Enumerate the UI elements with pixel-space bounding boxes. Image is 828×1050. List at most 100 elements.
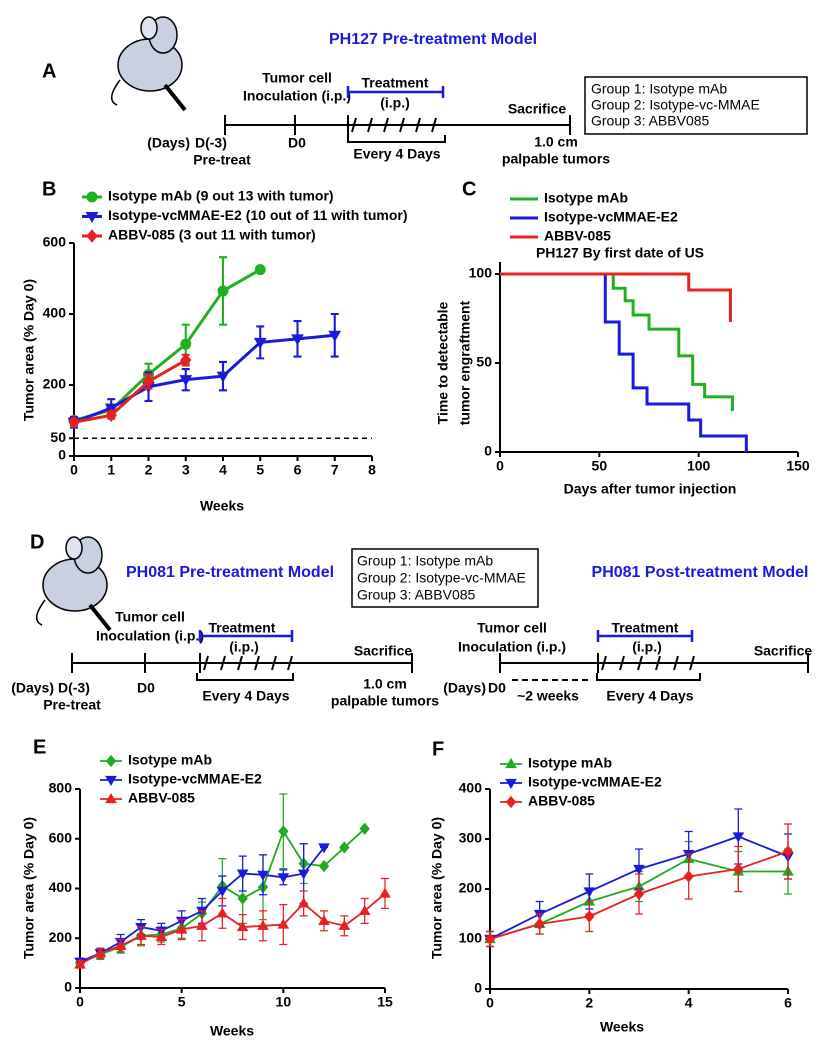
marker bbox=[253, 337, 267, 349]
x-tick-label: 5 bbox=[178, 994, 186, 1010]
series-line bbox=[500, 272, 734, 412]
marker bbox=[216, 371, 230, 383]
marker bbox=[633, 887, 645, 901]
x-tick-label: 4 bbox=[685, 995, 693, 1011]
marker bbox=[105, 754, 117, 768]
marker bbox=[216, 907, 229, 918]
marker bbox=[782, 845, 794, 858]
x-tick-label: 150 bbox=[786, 458, 810, 474]
legend-label: Isotype mAb (9 out 13 with tumor) bbox=[108, 188, 334, 204]
x-axis-label: Weeks bbox=[200, 498, 244, 514]
legend-label: Isotype-vcMMAE-E2 bbox=[128, 771, 262, 787]
marker bbox=[135, 929, 147, 940]
label: D0 bbox=[488, 680, 506, 696]
y-tick-label: 0 bbox=[58, 447, 66, 463]
y-tick-label: 50 bbox=[476, 354, 492, 370]
marker bbox=[85, 212, 99, 223]
label: Inoculation (i.p.) bbox=[96, 628, 204, 644]
label: Sacrifice bbox=[754, 643, 813, 659]
y-axis-label: Tumor area (% Day 0) bbox=[21, 817, 37, 959]
x-tick-label: 2 bbox=[145, 462, 153, 478]
series-line bbox=[73, 333, 335, 424]
x-tick-label: 0 bbox=[496, 458, 504, 474]
marker bbox=[105, 775, 117, 786]
label: Treatment bbox=[209, 620, 276, 636]
marker bbox=[584, 910, 595, 923]
label: Every 4 Days bbox=[202, 688, 289, 704]
marker bbox=[358, 904, 371, 915]
marker bbox=[733, 862, 744, 876]
marker bbox=[180, 353, 192, 367]
label: (i.p.) bbox=[632, 639, 662, 655]
x-tick-label: 10 bbox=[276, 994, 292, 1010]
marker bbox=[179, 375, 193, 387]
marker bbox=[297, 897, 310, 908]
x-tick-label: 50 bbox=[592, 458, 608, 474]
group-label: Group 2: Isotype-vc-MMAE bbox=[357, 570, 526, 586]
marker bbox=[257, 919, 269, 930]
mouse-icon bbox=[36, 536, 112, 632]
panel-label: D bbox=[30, 531, 44, 553]
treatment-bar bbox=[198, 630, 294, 642]
diagram-title: PH081 Pre-treatment Model bbox=[126, 564, 334, 581]
marker bbox=[505, 778, 517, 789]
label: (Days) bbox=[11, 680, 54, 696]
x-tick-label: 2 bbox=[585, 995, 593, 1011]
marker bbox=[277, 918, 290, 929]
marker bbox=[142, 374, 155, 389]
legend-label: ABBV-085 (3 out 11 with tumor) bbox=[108, 227, 316, 243]
series-line bbox=[500, 272, 732, 323]
x-tick-label: 0 bbox=[76, 994, 84, 1010]
y-tick-label: 400 bbox=[43, 305, 67, 321]
x-tick-label: 6 bbox=[294, 462, 302, 478]
legend-label: ABBV-085 bbox=[128, 790, 195, 806]
marker bbox=[328, 330, 342, 342]
marker bbox=[534, 917, 545, 931]
marker bbox=[505, 758, 517, 769]
y-tick-label: 200 bbox=[49, 929, 73, 945]
diagram-title: PH127 Pre-treatment Model bbox=[329, 31, 537, 48]
x-tick-label: 5 bbox=[256, 462, 264, 478]
marker bbox=[236, 921, 249, 932]
legend-label: ABBV-085 bbox=[528, 793, 595, 809]
treatment-bar bbox=[596, 630, 694, 642]
label: ~2 weeks bbox=[517, 688, 579, 704]
marker bbox=[484, 932, 496, 946]
y-tick-label: 400 bbox=[459, 780, 483, 796]
group-label: Group 1: Isotype mAb bbox=[357, 553, 493, 569]
group-label: Group 1: Isotype mAb bbox=[591, 81, 727, 97]
label: (Days) bbox=[147, 135, 190, 151]
marker bbox=[379, 887, 391, 898]
label: (Days) bbox=[443, 680, 486, 696]
marker bbox=[74, 958, 86, 969]
marker bbox=[318, 914, 330, 925]
marker bbox=[318, 859, 330, 873]
x-tick-label: 8 bbox=[368, 462, 376, 478]
marker bbox=[217, 285, 229, 297]
y-tick-label: 50 bbox=[50, 429, 66, 445]
y-tick-label: 200 bbox=[43, 376, 67, 392]
series-line bbox=[500, 272, 748, 452]
marker bbox=[68, 415, 80, 430]
label: Tumor cell bbox=[477, 620, 547, 636]
marker bbox=[338, 919, 351, 930]
chart-title: PH127 By first date of US bbox=[536, 245, 704, 261]
diagram-title: PH081 Post-treatment Model bbox=[592, 564, 809, 581]
x-tick-label: 0 bbox=[486, 995, 494, 1011]
timeline bbox=[499, 653, 809, 681]
marker bbox=[732, 832, 745, 843]
legend-label: Isotype mAb bbox=[528, 755, 612, 771]
marker bbox=[257, 870, 269, 881]
y-axis-label: tumor engraftment bbox=[457, 300, 473, 425]
marker bbox=[180, 338, 192, 350]
marker bbox=[277, 873, 290, 884]
timeline bbox=[71, 653, 413, 681]
marker bbox=[105, 408, 117, 422]
label: D0 bbox=[137, 680, 155, 696]
timeline bbox=[224, 115, 571, 143]
marker bbox=[216, 886, 229, 897]
y-tick-label: 0 bbox=[64, 979, 72, 995]
x-tick-label: 3 bbox=[182, 462, 190, 478]
label: D0 bbox=[288, 135, 306, 151]
